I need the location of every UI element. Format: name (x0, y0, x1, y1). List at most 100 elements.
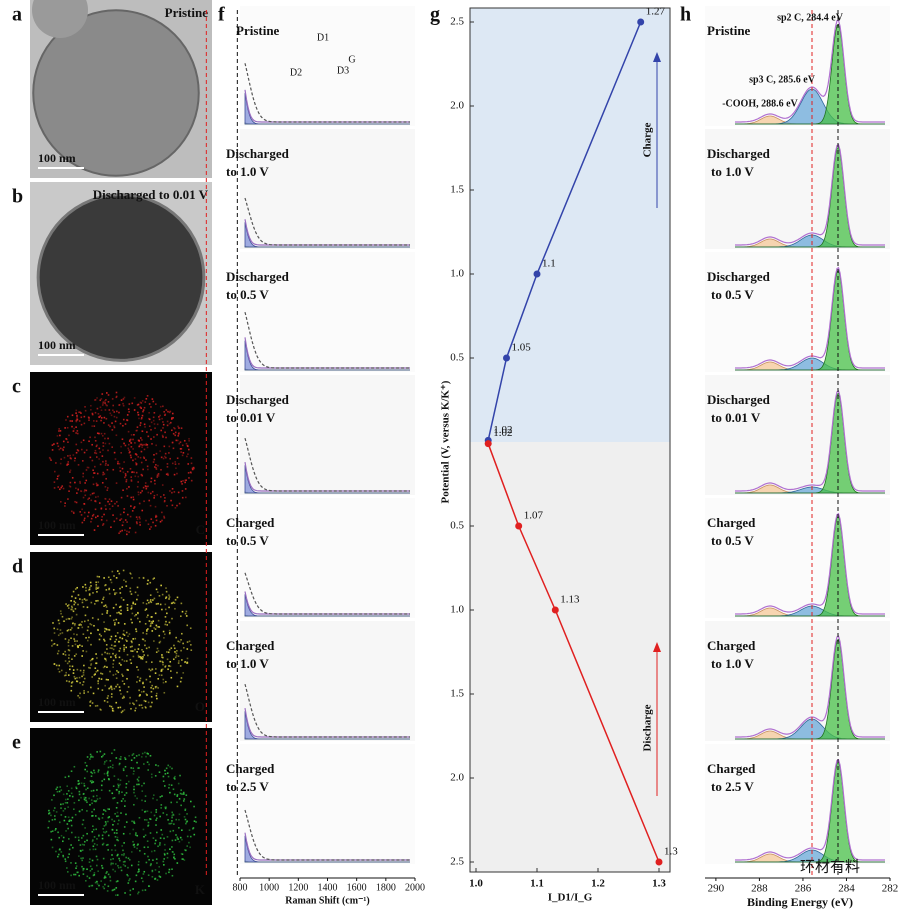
element-dot (80, 416, 83, 419)
element-dot (185, 794, 188, 797)
element-dot (120, 445, 122, 448)
element-dot (127, 443, 130, 446)
element-dot (94, 399, 96, 401)
element-dot (107, 873, 110, 876)
element-dot (132, 601, 135, 604)
element-dot (172, 851, 174, 853)
element-dot (51, 846, 54, 849)
element-dot (163, 853, 166, 856)
element-dot (186, 657, 189, 660)
element-dot (55, 811, 58, 813)
element-dot (51, 449, 54, 451)
element-dot (75, 867, 77, 870)
data-point (515, 522, 523, 530)
element-dot (96, 515, 99, 517)
element-dot (129, 454, 132, 457)
element-dot (157, 464, 159, 467)
element-dot (136, 429, 138, 432)
fit-envelope (244, 461, 410, 492)
element-dot (104, 658, 107, 660)
element-dot (183, 816, 186, 818)
element-dot (86, 756, 89, 758)
element-dot (68, 649, 71, 652)
element-dot (135, 628, 137, 630)
element-dot (120, 518, 123, 520)
element-dot (118, 611, 120, 614)
element-dot (163, 843, 166, 846)
element-dot (70, 600, 72, 602)
element-dot (53, 632, 56, 634)
element-dot (85, 764, 88, 767)
element-dot (118, 859, 121, 862)
element-dot (67, 441, 69, 443)
element-dot (142, 576, 145, 579)
element-dot (113, 832, 116, 834)
element-dot (102, 828, 105, 830)
element-dot (84, 614, 87, 617)
element-dot (106, 489, 109, 491)
element-dot (162, 630, 165, 633)
element-dot (112, 514, 114, 516)
element-dot (87, 589, 90, 591)
element-dot (104, 485, 107, 488)
element-dot (160, 807, 162, 809)
element-dot (189, 835, 192, 838)
y-tick-label: 2.0 (450, 100, 464, 112)
element-dot (108, 628, 110, 631)
element-dot (138, 695, 141, 697)
element-dot (143, 686, 145, 688)
element-dot (163, 785, 166, 787)
element-dot (142, 602, 145, 604)
element-dot (76, 416, 78, 418)
element-dot (49, 457, 52, 460)
element-dot (79, 482, 81, 484)
element-dot (64, 505, 66, 507)
element-dot (148, 499, 151, 502)
element-dot (193, 805, 195, 808)
element-dot (97, 495, 99, 498)
element-dot (133, 757, 136, 759)
element-dot (112, 868, 114, 871)
element-dot (150, 811, 153, 814)
element-dot (52, 809, 55, 812)
element-dot (111, 422, 113, 424)
element-dot (168, 786, 170, 789)
element-dot (54, 829, 57, 831)
element-dot (117, 784, 120, 787)
element-dot (170, 421, 172, 424)
element-dot (156, 817, 158, 820)
element-dot (158, 674, 161, 676)
element-dot (87, 619, 89, 622)
element-dot (104, 409, 107, 411)
element-dot (123, 442, 125, 445)
element-dot (162, 678, 165, 681)
element-dot (73, 633, 75, 635)
element-dot (99, 415, 102, 417)
element-label: C (196, 522, 205, 537)
element-dot (111, 398, 114, 400)
data-point (637, 18, 645, 26)
element-dot (168, 411, 171, 414)
element-dot (101, 867, 104, 869)
element-dot (179, 665, 182, 667)
peak-label: sp3 C, 285.6 eV (749, 74, 816, 85)
element-dot (137, 411, 139, 414)
element-dot (81, 626, 84, 629)
element-dot (119, 758, 122, 760)
element-dot (67, 461, 70, 463)
element-dot (151, 870, 154, 873)
element-dot (154, 482, 156, 485)
element-dot (93, 425, 96, 427)
element-dot (165, 767, 168, 770)
element-dot (166, 612, 168, 615)
element-dot (102, 598, 104, 601)
element-dot (76, 417, 78, 420)
element-dot (85, 589, 87, 592)
element-dot (95, 662, 97, 665)
element-dot (100, 417, 103, 419)
element-dot (157, 650, 160, 652)
element-dot (79, 682, 81, 684)
element-dot (142, 410, 144, 413)
element-dot (159, 640, 162, 643)
element-dot (110, 414, 113, 417)
